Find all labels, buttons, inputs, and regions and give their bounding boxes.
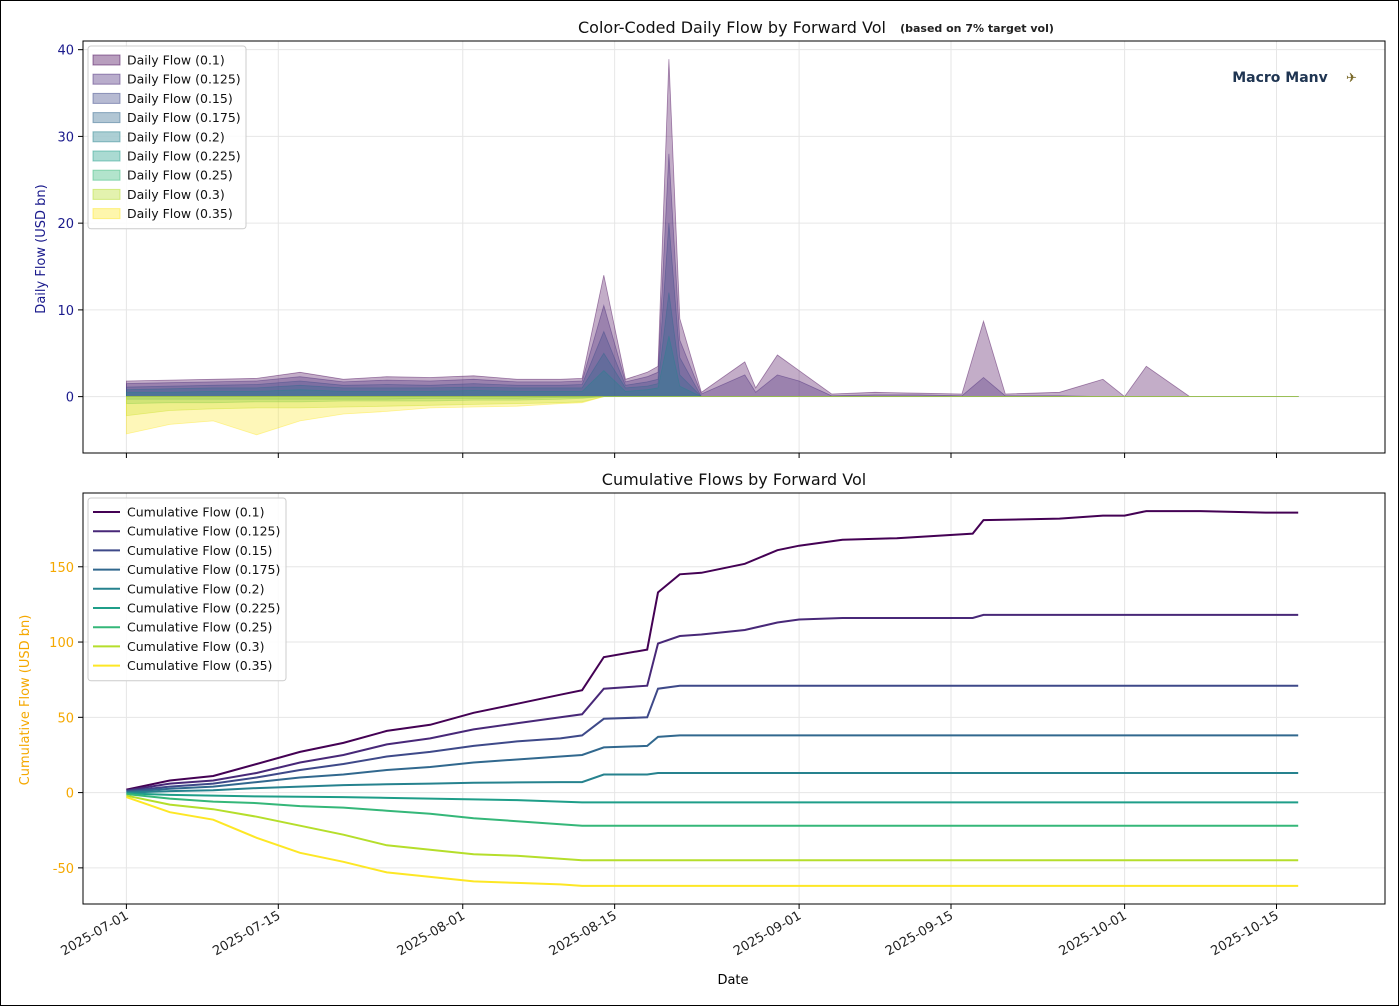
x-tick-label: 2025-08-01 — [395, 908, 468, 959]
legend-label: Cumulative Flow (0.35) — [127, 658, 272, 673]
x-tick-label: 2025-07-01 — [58, 908, 131, 959]
legend-label: Cumulative Flow (0.175) — [127, 562, 280, 577]
cumulative-line-series — [126, 793, 1299, 827]
daily-y-tick-label: 30 — [57, 130, 74, 145]
cumulative-y-label: Cumulative Flow (USD bn) — [18, 615, 33, 786]
x-tick-label: 2025-09-15 — [883, 908, 956, 959]
x-tick-label: 2025-09-01 — [731, 908, 804, 959]
legend-label: Daily Flow (0.3) — [127, 187, 225, 202]
cumulative-line-series — [126, 796, 1299, 887]
daily-y-tick-label: 40 — [57, 44, 74, 59]
daily-area-series — [126, 396, 1299, 417]
legend-swatch — [92, 150, 121, 162]
cumulative-y-ticks: -50 0 50 100 150 — [49, 561, 83, 877]
legend-label: Daily Flow (0.35) — [127, 206, 233, 221]
legend-box — [87, 45, 247, 230]
legend-label: Cumulative Flow (0.15) — [127, 543, 272, 558]
legend-label: Daily Flow (0.225) — [127, 149, 241, 164]
daily-y-ticks: 0 10 20 30 40 — [57, 44, 83, 406]
x-axis-label: Date — [717, 973, 748, 988]
watermark: Macro Manv ✈ — [1232, 70, 1357, 86]
cumulative-x-ticks: 2025-07-01 2025-07-15 2025-08-01 2025-08-15… — [58, 904, 1282, 959]
legend-swatch — [92, 208, 121, 220]
cumulative-legend: Cumulative Flow (0.1) Cumulative Flow (0.… — [87, 497, 287, 682]
daily-area-series — [126, 396, 1299, 405]
legend-box — [87, 497, 287, 682]
cumulative-line-series — [126, 734, 1299, 793]
x-tick-label: 2025-10-15 — [1209, 908, 1282, 959]
cumulative-y-tick-label: 150 — [49, 561, 74, 576]
cumulative-line-series — [126, 510, 1299, 791]
daily-grid — [83, 41, 1385, 453]
legend-swatch — [92, 169, 121, 181]
cumulative-y-tick-label: 100 — [49, 636, 74, 651]
cumulative-lines — [126, 510, 1299, 887]
cumulative-grid — [83, 493, 1385, 904]
x-tick-label: 2025-10-01 — [1057, 908, 1130, 959]
legend-swatch — [92, 54, 121, 66]
legend-swatch — [92, 131, 121, 143]
cumulative-y-tick-label: 50 — [57, 711, 74, 726]
legend-label: Cumulative Flow (0.1) — [127, 505, 264, 520]
daily-x-ticks — [125, 453, 1277, 458]
daily-area-series — [126, 223, 1299, 398]
cumulative-title: Cumulative Flows by Forward Vol — [602, 470, 866, 489]
legend-label: Daily Flow (0.1) — [127, 53, 225, 68]
x-tick-label: 2025-08-15 — [547, 908, 620, 959]
cumulative-line-series — [126, 613, 1299, 792]
daily-area-series — [126, 153, 1299, 398]
legend-label: Daily Flow (0.15) — [127, 91, 233, 106]
cumulative-line-series — [126, 794, 1299, 862]
daily-area-series — [126, 292, 1299, 398]
daily-y-label: Daily Flow (USD bn) — [34, 184, 49, 313]
legend-label: Daily Flow (0.125) — [127, 72, 241, 87]
daily-areas — [126, 59, 1299, 436]
daily-area-series — [126, 396, 1299, 436]
legend-swatch — [92, 112, 121, 124]
daily-axes-box — [82, 40, 1386, 454]
daily-legend: Daily Flow (0.1) Daily Flow (0.125) Daily … — [87, 45, 247, 230]
legend-label: Daily Flow (0.175) — [127, 110, 241, 125]
daily-title: Color-Coded Daily Flow by Forward Vol — [578, 18, 886, 37]
legend-label: Cumulative Flow (0.125) — [127, 524, 280, 539]
cumulative-y-tick-label: -50 — [53, 862, 74, 877]
cumulative-axes-box — [82, 492, 1386, 905]
daily-area-series — [126, 396, 1299, 400]
daily-y-tick-label: 0 — [66, 391, 74, 406]
x-tick-label: 2025-07-15 — [210, 908, 283, 959]
watermark-text: Macro Manv — [1232, 70, 1328, 86]
daily-area-series — [126, 335, 1299, 398]
legend-label: Daily Flow (0.25) — [127, 168, 233, 183]
legend-swatch — [92, 73, 121, 85]
legend-swatch — [92, 188, 121, 200]
legend-label: Daily Flow (0.2) — [127, 129, 225, 144]
legend-swatch — [92, 92, 121, 104]
daily-y-tick-label: 20 — [57, 217, 74, 232]
daily-subtitle: (based on 7% target vol) — [900, 22, 1054, 35]
cumulative-line-series — [126, 792, 1299, 804]
watermark-money-icon: ✈ — [1346, 71, 1357, 86]
cumulative-line-series — [126, 772, 1299, 794]
legend-label: Cumulative Flow (0.3) — [127, 639, 264, 654]
cumulative-y-tick-label: 0 — [66, 787, 74, 802]
legend-label: Cumulative Flow (0.25) — [127, 620, 272, 635]
daily-area-series — [126, 59, 1299, 398]
legend-label: Cumulative Flow (0.225) — [127, 601, 280, 616]
cumulative-line-series — [126, 684, 1299, 793]
daily-y-tick-label: 10 — [57, 304, 74, 319]
legend-label: Cumulative Flow (0.2) — [127, 581, 264, 596]
